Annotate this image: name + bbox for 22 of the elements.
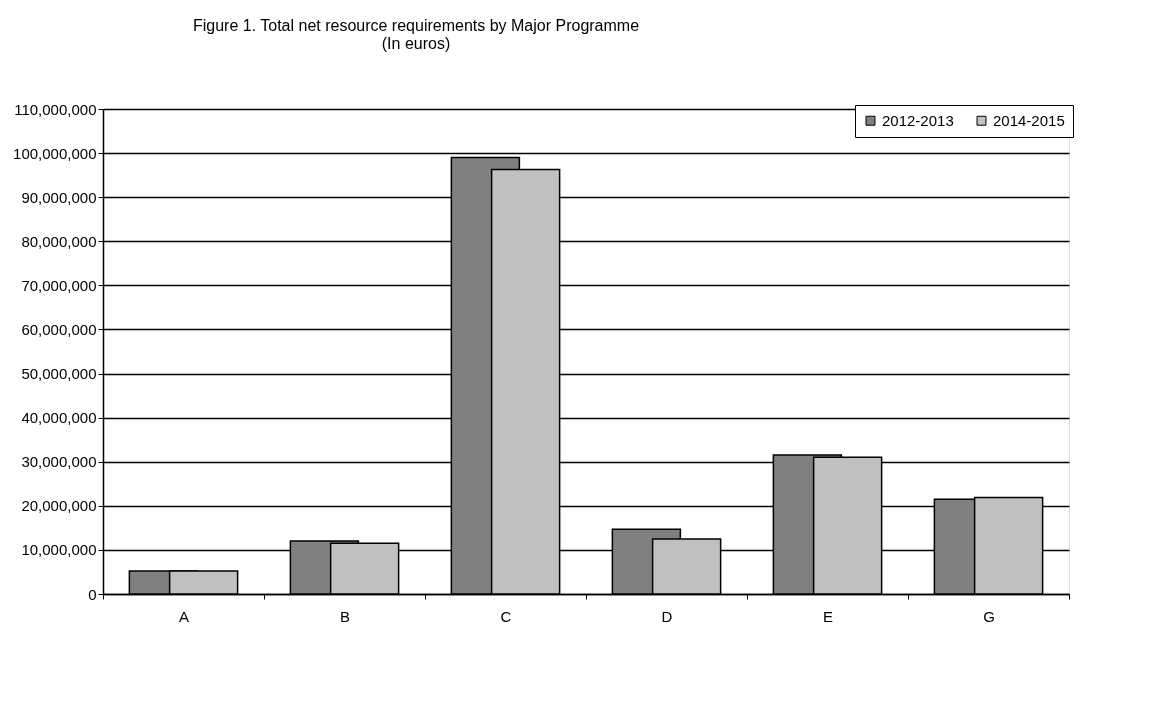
y-tick-label: 30,000,000 (21, 453, 97, 471)
chart-title: Figure 1. Total net resource requirements by Major Programme (192, 17, 640, 34)
y-tick-label: 60,000,000 (21, 320, 97, 338)
y-tick-label: 80,000,000 (21, 232, 97, 250)
y-tick-label: 40,000,000 (21, 409, 97, 427)
y-tick-label: 110,000,000 (14, 100, 97, 118)
y-tick-label: 0 (88, 585, 97, 603)
legend-label: 2012-2013 (882, 111, 954, 129)
x-tick-label: B (339, 607, 351, 625)
y-tick-label: 50,000,000 (21, 365, 97, 383)
y-tick-label: 100,000,000 (13, 144, 97, 162)
chart-subtitle: (In euros) (381, 35, 451, 52)
x-tick-label: D (661, 607, 673, 625)
legend-label: 2014-2015 (993, 111, 1065, 129)
y-tick-label: 20,000,000 (21, 497, 97, 515)
y-tick-label: 10,000,000 (21, 541, 97, 559)
x-tick-label: A (178, 607, 190, 625)
x-tick-label: C (500, 607, 512, 625)
x-tick-label: E (822, 607, 834, 625)
y-tick-label: 90,000,000 (21, 188, 97, 206)
x-tick-label: G (983, 607, 995, 625)
y-tick-label: 70,000,000 (21, 276, 97, 294)
